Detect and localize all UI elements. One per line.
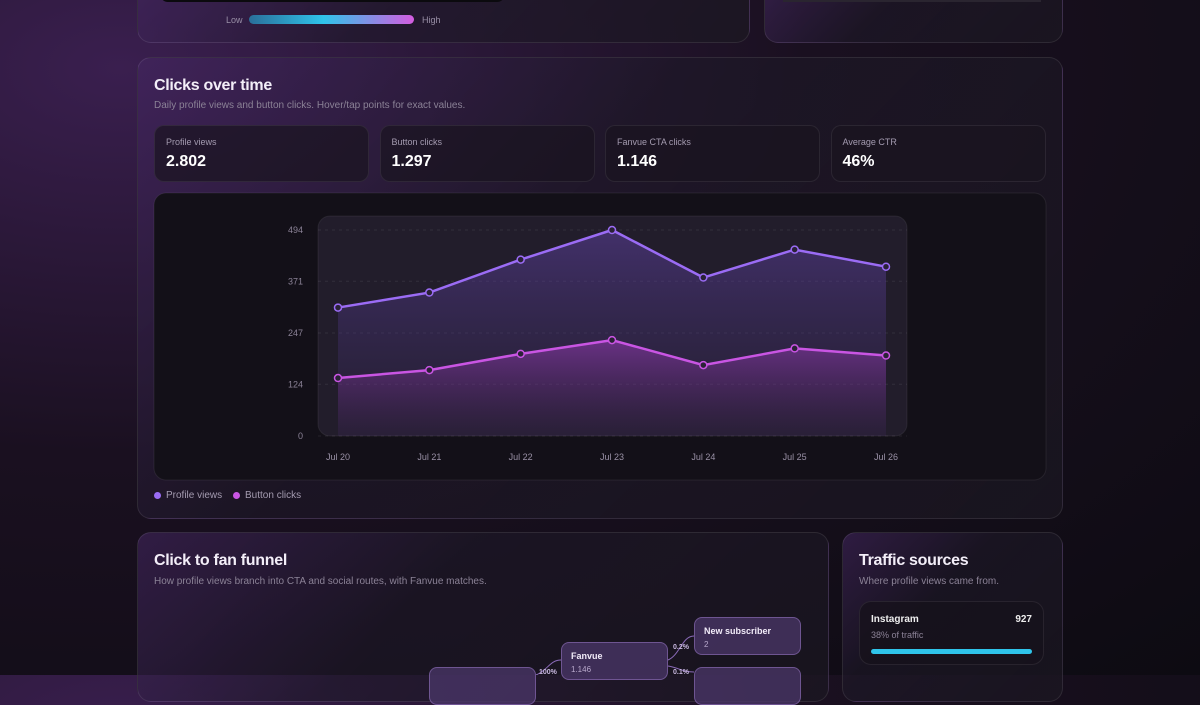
legend-label: Button clicks [245, 490, 302, 501]
legend-swatch [154, 492, 161, 499]
funnel-node: Fanvue 1.146 [561, 642, 668, 680]
y-tick-label: 0 [298, 431, 303, 441]
x-tick-label: Jul 20 [326, 452, 350, 462]
stat-card: Button clicks 1.297 [379, 125, 595, 182]
heatmap-card: Low High [137, 0, 750, 43]
stat-value: 1.297 [391, 153, 432, 170]
area [338, 340, 886, 436]
stat-label: Profile views [166, 137, 217, 147]
source-share: 38% of traffic [871, 630, 924, 640]
x-tick-label: Jul 21 [417, 452, 441, 462]
funnel-node [694, 667, 801, 705]
stat-label: Average CTR [842, 137, 897, 147]
legend-label: Profile views [166, 490, 223, 501]
funnel-node [429, 667, 536, 705]
stat-value: 2.802 [166, 153, 207, 170]
stat-value: 1.146 [617, 153, 658, 170]
x-tick-label: Jul 23 [600, 452, 624, 462]
stat-card: Profile views 2.802 [154, 125, 369, 182]
x-tick-label: Jul 24 [691, 452, 715, 462]
stat-card: Fanvue CTA clicks 1.146 [605, 125, 820, 182]
point [699, 360, 708, 370]
point [790, 245, 799, 254]
source-row: Instagram 927 38% of traffic [859, 601, 1044, 665]
funnel-links [535, 635, 695, 675]
link [667, 665, 695, 673]
source-name: Instagram [871, 614, 919, 625]
card-subtitle: How profile views branch into CTA and so… [154, 576, 487, 587]
point [425, 288, 434, 297]
node-label: Fanvue [571, 651, 603, 661]
divider [783, 0, 1041, 2]
link [667, 635, 695, 661]
stat-label: Button clicks [391, 137, 443, 147]
point [333, 303, 343, 312]
point [790, 344, 799, 353]
point [516, 255, 525, 264]
y-tick-label: 247 [288, 328, 303, 338]
card-subtitle: Where profile views came from. [859, 576, 1000, 587]
x-tick-label: Jul 26 [874, 452, 898, 462]
edge-label: 100% [539, 669, 557, 676]
stat-label: Fanvue CTA clicks [617, 137, 691, 147]
chart: 0 124 247 371 494 Jul 20 Jul 21 Jul 22 Jul 23 Jul… [153, 192, 1047, 481]
node-value: 1.146 [571, 665, 592, 674]
heatmap-bottom [160, 0, 505, 2]
card-title: Traffic sources [859, 552, 969, 569]
point [333, 373, 343, 383]
stat-card: Average CTR 46% [830, 125, 1046, 182]
card-subtitle: Daily profile views and button clicks. H… [154, 100, 466, 111]
card-title: Click to fan funnel [154, 552, 287, 569]
funnel-node: New subscriber 2 [694, 617, 801, 655]
stat-value: 46% [842, 153, 875, 170]
legend-swatch [233, 492, 240, 499]
share-bar [871, 649, 1032, 654]
source-value: 927 [1015, 614, 1032, 625]
point [425, 365, 434, 375]
y-tick-label: 124 [288, 379, 303, 389]
point [607, 225, 617, 235]
point [881, 262, 891, 271]
legend-low: Low [226, 15, 243, 25]
heat-scale [249, 15, 414, 24]
point [516, 349, 525, 359]
side-card [764, 0, 1063, 43]
traffic-card: Traffic sources Where profile views came… [842, 532, 1063, 702]
x-tick-label: Jul 25 [783, 452, 807, 462]
edge-label: 0.2% [673, 644, 689, 651]
point [881, 351, 891, 360]
y-tick-label: 371 [288, 276, 303, 286]
x-tick-label: Jul 22 [509, 452, 533, 462]
point [699, 273, 708, 282]
node-value: 2 [704, 640, 709, 649]
point [607, 335, 617, 345]
card-title: Clicks over time [154, 77, 272, 94]
link [535, 659, 562, 675]
edge-label: 0.1% [673, 669, 689, 676]
node-label: New subscriber [704, 626, 772, 636]
legend-high: High [422, 15, 441, 25]
y-tick-label: 494 [288, 225, 303, 235]
